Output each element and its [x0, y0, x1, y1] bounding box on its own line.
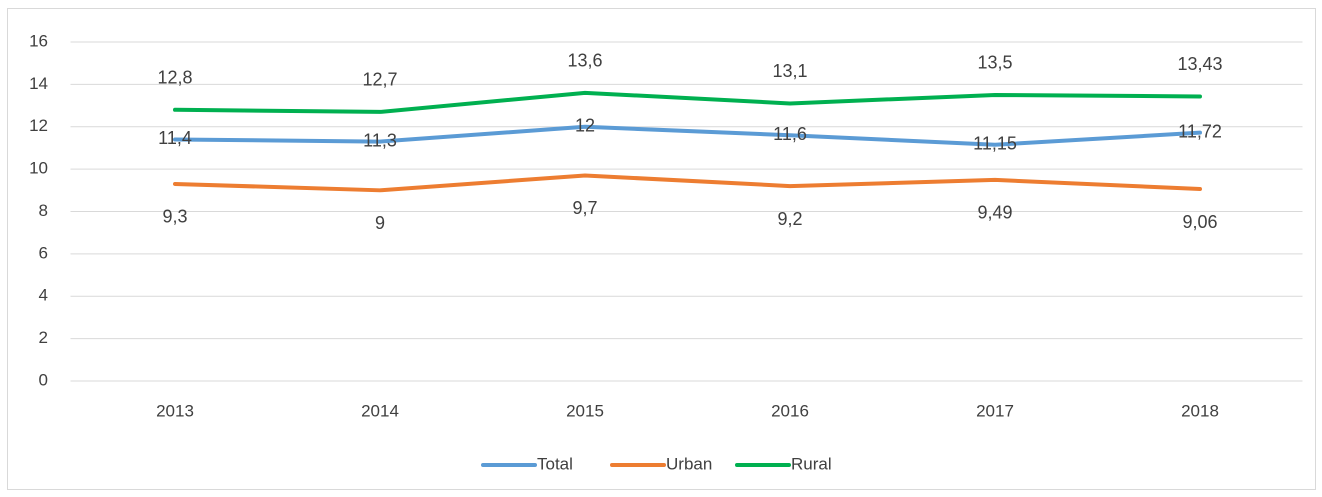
x-tick-label: 2015 [566, 401, 604, 420]
y-tick-label: 4 [39, 286, 48, 305]
data-label: 11,15 [973, 134, 1017, 154]
y-tick-label: 16 [29, 31, 48, 50]
data-label: 12 [575, 116, 595, 136]
data-label: 13,43 [1177, 54, 1222, 74]
data-label: 13,6 [567, 51, 602, 71]
series-line [173, 173, 1202, 193]
data-label: 9 [375, 213, 385, 233]
data-label: 9,2 [777, 209, 802, 229]
legend-label: Total [537, 454, 573, 473]
data-label: 9,3 [162, 207, 187, 227]
chart-border [7, 8, 1316, 490]
series-line [173, 90, 1202, 114]
y-tick-label: 2 [39, 328, 48, 347]
x-tick-label: 2018 [1181, 401, 1219, 420]
legend-label: Urban [666, 454, 712, 473]
data-label: 11,6 [773, 124, 807, 144]
y-tick-label: 10 [29, 159, 48, 178]
data-label: 12,8 [157, 68, 192, 88]
x-tick-label: 2013 [156, 401, 194, 420]
data-label: 11,3 [363, 130, 397, 150]
data-label: 9,7 [572, 198, 597, 218]
data-label: 9,49 [977, 203, 1012, 223]
data-label: 12,7 [362, 70, 397, 90]
data-label: 9,06 [1182, 212, 1217, 232]
series-line [173, 124, 1202, 147]
legend-label: Rural [791, 454, 832, 473]
y-tick-label: 14 [29, 74, 48, 93]
x-tick-label: 2014 [361, 401, 399, 420]
data-label: 13,1 [772, 61, 807, 81]
data-label: 13,5 [977, 53, 1012, 73]
data-label: 11,72 [1178, 121, 1222, 141]
y-tick-label: 0 [39, 370, 48, 389]
x-tick-label: 2016 [771, 401, 809, 420]
x-tick-label: 2017 [976, 401, 1014, 420]
data-label: 11,4 [158, 128, 192, 148]
y-tick-label: 8 [39, 201, 48, 220]
y-tick-label: 12 [29, 116, 48, 135]
y-tick-label: 6 [39, 243, 48, 262]
